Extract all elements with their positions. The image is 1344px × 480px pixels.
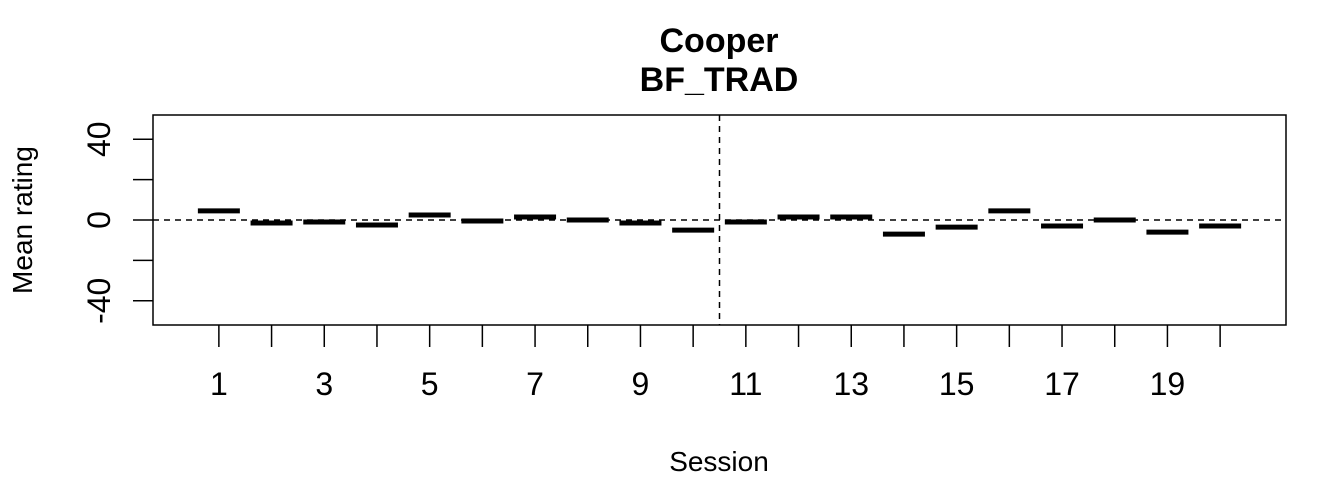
y-tick-label-40: 40 <box>81 121 117 157</box>
x-tick-label-5: 5 <box>421 366 439 402</box>
y-tick-label--40: -40 <box>81 278 117 324</box>
x-tick-label-7: 7 <box>526 366 544 402</box>
x-tick-label-17: 17 <box>1044 366 1080 402</box>
x-tick-label-11: 11 <box>729 366 762 402</box>
x-tick-label-15: 15 <box>939 366 975 402</box>
y-tick-label-0: 0 <box>81 211 117 229</box>
y-axis-label: Mean rating <box>7 146 38 294</box>
y-axis: -40 0 40 <box>81 121 153 324</box>
chart-subtitle: BF_TRAD <box>640 61 799 99</box>
x-axis: 1 3 5 7 9 11 13 15 17 19 <box>210 325 1221 402</box>
x-tick-label-1: 1 <box>210 366 228 402</box>
x-tick-label-19: 19 <box>1150 366 1186 402</box>
bar-series <box>197 208 1242 237</box>
x-tick-label-9: 9 <box>632 366 650 402</box>
x-tick-label-3: 3 <box>315 366 333 402</box>
chart-title: Cooper <box>660 22 779 60</box>
x-tick-label-13: 13 <box>833 366 869 402</box>
x-axis-label: Session <box>669 446 769 477</box>
